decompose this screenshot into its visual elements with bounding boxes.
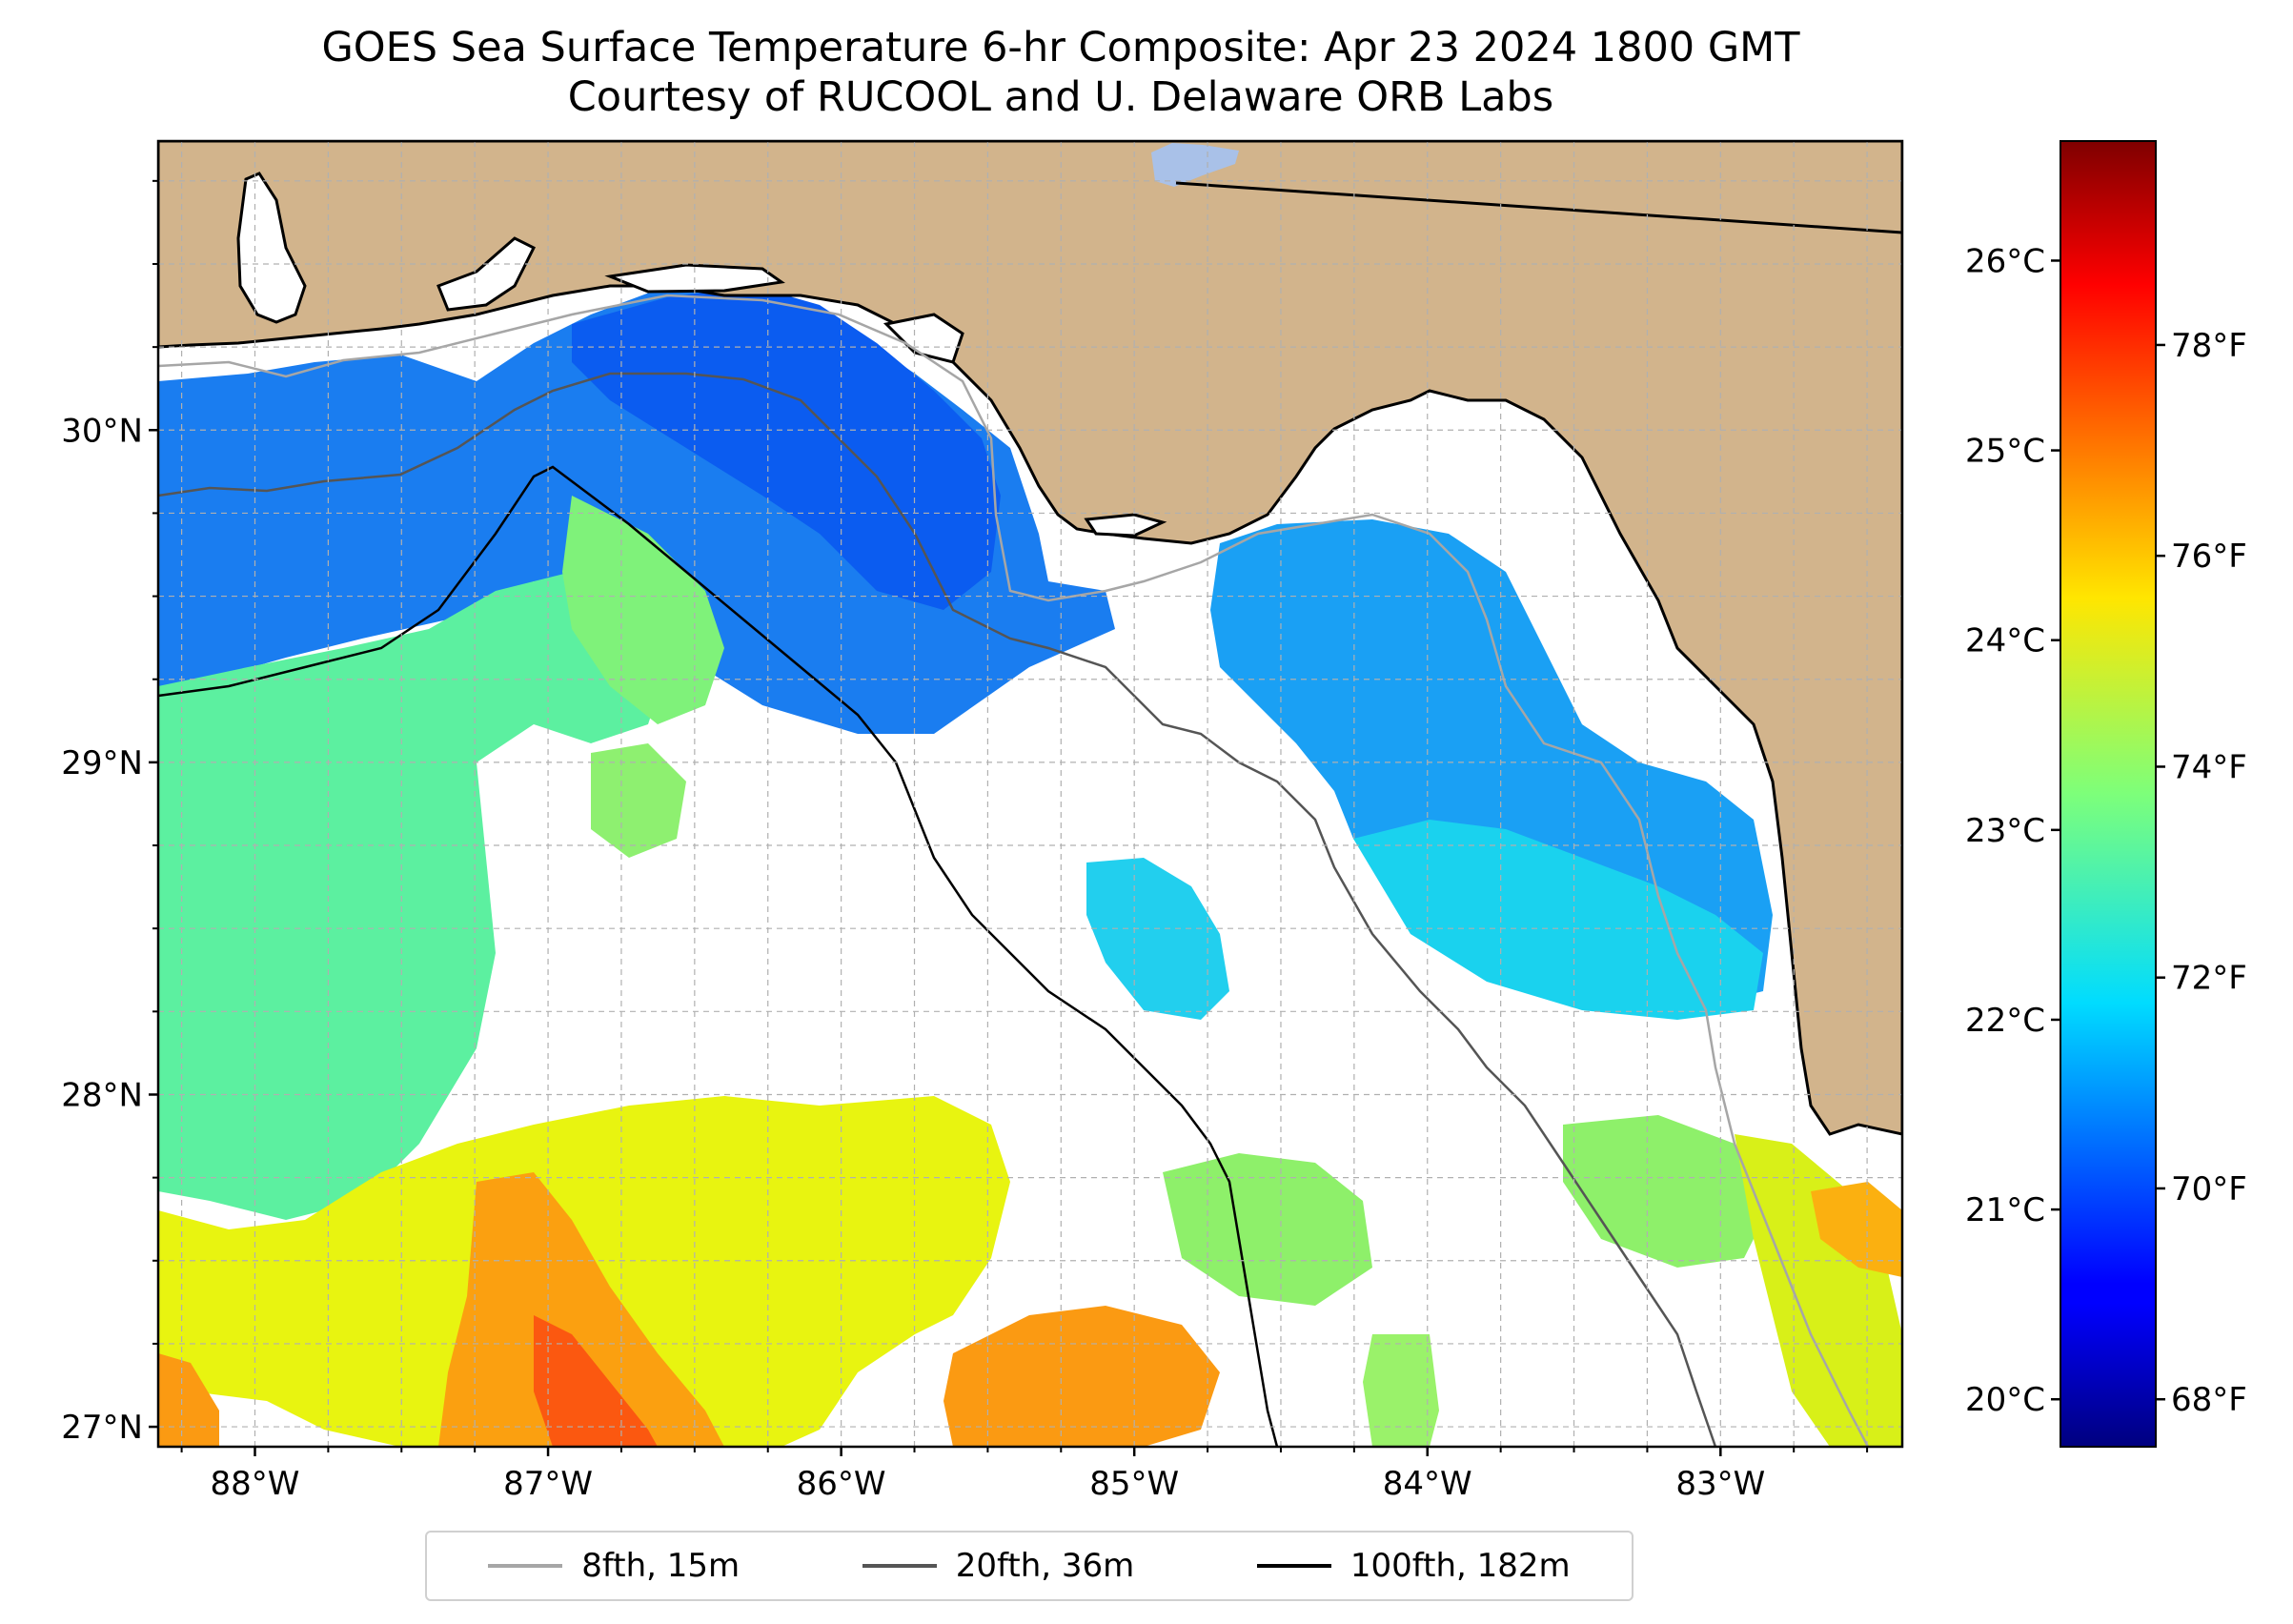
isobath-36m xyxy=(158,372,1717,1447)
colorbar-celsius-label: 25°C xyxy=(1965,433,2045,471)
lon-tick-label: 84°W xyxy=(1383,1465,1472,1503)
chart-title: GOES Sea Surface Temperature 6-hr Compos… xyxy=(0,23,2121,122)
lake-blue xyxy=(1151,143,1239,187)
grid-horizontal-lines xyxy=(158,180,1902,1428)
sst-patch-small-green xyxy=(591,743,686,858)
colorbar-celsius-label: 22°C xyxy=(1965,1002,2045,1040)
isobath-15m xyxy=(158,294,1870,1447)
sst-patch-orange-west xyxy=(438,1172,724,1447)
latitude-ticks: 27°N 28°N 29°N 30°N xyxy=(61,179,158,1447)
lon-tick-label: 83°W xyxy=(1675,1465,1765,1503)
lon-tick-label: 88°W xyxy=(211,1465,300,1503)
land-choctaw-bay xyxy=(604,263,785,294)
sst-patch-southeast-yellow xyxy=(1735,1134,1902,1447)
title-line-1: GOES Sea Surface Temperature 6-hr Compos… xyxy=(321,24,1800,71)
map-area xyxy=(158,141,1902,1447)
legend-item-36m: 20fth, 36m xyxy=(862,1547,1135,1585)
lat-tick-label: 30°N xyxy=(61,412,143,450)
colorbar-celsius-label: 24°C xyxy=(1965,622,2045,660)
legend-item-15m: 8fth, 15m xyxy=(488,1547,740,1585)
legend-label-182m: 100fth, 182m xyxy=(1349,1547,1571,1585)
colorbar-fahrenheit-label: 74°F xyxy=(2171,748,2247,786)
sst-patch-east-cyan xyxy=(1353,820,1763,1020)
colorbar-fahrenheit-label: 76°F xyxy=(2171,538,2247,576)
land-st-andrew-bay xyxy=(883,313,964,364)
lat-tick-label: 29°N xyxy=(61,744,143,782)
legend-item-182m: 100fth, 182m xyxy=(1256,1547,1571,1585)
colorbar-celsius-ticks: 20°C 21°C 22°C 23°C 24°C 25°C 26°C xyxy=(1965,242,2060,1419)
land-pensacola-bay xyxy=(436,236,537,312)
land-mobile-bay xyxy=(236,172,307,324)
legend-swatch-182m xyxy=(1256,1564,1331,1568)
sst-patch-west-green xyxy=(158,572,667,1220)
sst-patch-orange-south xyxy=(944,1306,1220,1447)
land-layer xyxy=(158,141,1902,1136)
colorbar-fahrenheit-ticks: 68°F 70°F 72°F 74°F 76°F 78°F xyxy=(2156,327,2247,1419)
land-apalachicola-bay xyxy=(1084,513,1167,538)
gridlines xyxy=(158,141,1902,1447)
colorbar: 20°C 21°C 22°C 23°C 24°C 25°C 26°C 68°F 70°F 72°… xyxy=(1965,140,2247,1448)
sst-patch-mid-cyan xyxy=(1086,858,1229,1020)
sst-patch-south-green-1 xyxy=(1163,1153,1372,1306)
sst-patch-south-green-2 xyxy=(1563,1115,1773,1268)
sst-patch-orange-southwest xyxy=(158,1353,219,1447)
colorbar-fahrenheit-label: 78°F xyxy=(2171,327,2247,365)
grid-vertical-lines xyxy=(181,141,1868,1447)
colorbar-celsius-label: 20°C xyxy=(1965,1381,2045,1419)
lon-tick-label: 85°W xyxy=(1089,1465,1179,1503)
sst-patch-south-green-3 xyxy=(1363,1334,1439,1447)
colorbar-celsius-label: 26°C xyxy=(1965,242,2045,280)
legend-label-36m: 20fth, 36m xyxy=(955,1547,1135,1585)
colorbar-celsius-label: 21°C xyxy=(1965,1191,2045,1229)
longitude-ticks: 88°W 87°W 86°W 85°W 84°W 83°W xyxy=(180,1447,1869,1503)
colorbar-gradient xyxy=(2060,140,2157,1448)
lat-tick-label: 28°N xyxy=(61,1076,143,1114)
lon-tick-label: 86°W xyxy=(797,1465,886,1503)
colorbar-celsius-label: 23°C xyxy=(1965,812,2045,850)
colorbar-fahrenheit-label: 68°F xyxy=(2171,1381,2247,1419)
sst-patch-orange-deep xyxy=(534,1315,658,1447)
lat-tick-label: 27°N xyxy=(61,1409,143,1447)
title-line-2: Courtesy of RUCOOL and U. Delaware ORB L… xyxy=(567,73,1554,121)
legend-swatch-15m xyxy=(488,1564,563,1568)
colorbar-fahrenheit-label: 72°F xyxy=(2171,960,2247,998)
legend-label-15m: 8fth, 15m xyxy=(581,1547,741,1585)
state-border-line xyxy=(1175,181,1902,234)
sst-data-layer xyxy=(158,274,1902,1447)
legend-swatch-36m xyxy=(862,1564,937,1568)
sst-patch-mid-green xyxy=(562,496,724,724)
sst-patch-orange-east xyxy=(1811,1182,1902,1277)
land-mainland xyxy=(158,141,1902,1136)
sst-patch-shelf-darkblue xyxy=(572,286,1001,610)
isobath-legend: 8fth, 15m 20fth, 36m 100fth, 182m xyxy=(425,1531,1634,1601)
colorbar-fahrenheit-label: 70°F xyxy=(2171,1170,2247,1208)
lon-tick-label: 87°W xyxy=(503,1465,593,1503)
map-frame xyxy=(156,139,1904,1449)
